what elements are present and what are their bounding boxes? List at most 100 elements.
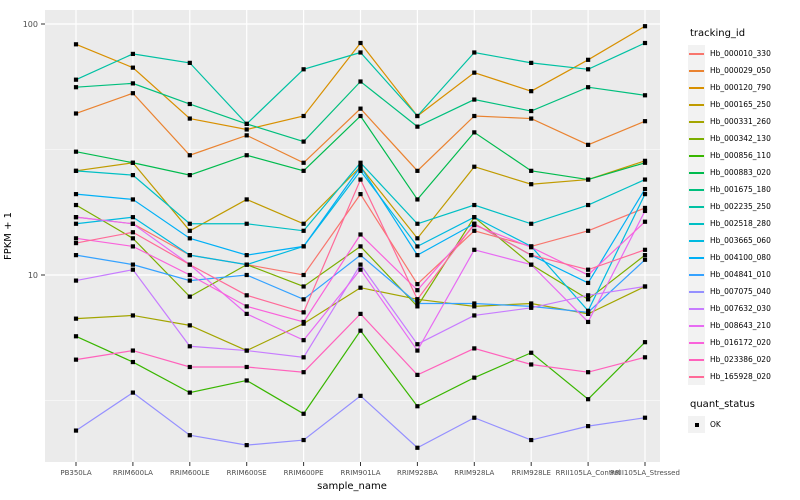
legend-item-label: Hb_165928_020 (710, 372, 771, 381)
data-point (187, 390, 192, 395)
data-point (130, 236, 135, 241)
data-point (415, 342, 420, 347)
data-point (529, 301, 534, 306)
data-point (358, 164, 363, 169)
data-point (301, 310, 306, 315)
data-point (586, 297, 591, 302)
data-point (130, 51, 135, 57)
quant-ok-key-icon (688, 416, 705, 433)
legend-item-label: Hb_002235_250 (710, 202, 771, 211)
legend-key-icon (688, 130, 705, 147)
data-point (415, 301, 420, 306)
x-tick-label: RRIM901LA (340, 469, 380, 477)
data-point (73, 357, 79, 362)
data-point (472, 346, 477, 351)
data-point (73, 111, 79, 116)
data-point (187, 272, 192, 278)
data-point (642, 24, 648, 29)
data-point (642, 208, 648, 214)
legend-item-label: Hb_000165_250 (710, 100, 771, 109)
data-point (415, 372, 420, 377)
data-point (301, 297, 306, 302)
data-point (472, 221, 477, 226)
data-point (642, 205, 648, 211)
data-point (415, 304, 420, 309)
data-point (358, 40, 363, 46)
data-point (415, 221, 420, 226)
data-point (529, 437, 534, 443)
data-point (529, 108, 534, 114)
data-point (529, 116, 534, 121)
data-point (642, 177, 648, 182)
data-point (358, 393, 363, 398)
legend-item-Hb_165928_020: Hb_165928_020 (688, 368, 800, 385)
data-point (301, 139, 306, 144)
data-point (642, 355, 648, 360)
data-point (187, 278, 192, 283)
data-point (301, 168, 306, 173)
y-tick-label-100: 100 (23, 20, 38, 29)
data-point (187, 253, 192, 258)
x-tick-label: RRIM928BA (397, 469, 438, 477)
legend-item-label: Hb_003665_060 (710, 236, 771, 245)
data-point (642, 247, 648, 252)
legend-item-Hb_003665_060: Hb_003665_060 (688, 232, 800, 249)
data-point (73, 168, 79, 173)
data-point (187, 173, 192, 178)
data-point (130, 313, 135, 318)
data-point (529, 221, 534, 226)
data-point (301, 67, 306, 72)
data-point (642, 186, 648, 192)
data-point (586, 67, 591, 72)
legend-title-tracking-id: tracking_id (690, 28, 746, 39)
data-point (415, 445, 420, 450)
legend-item-label: Hb_002518_280 (710, 219, 771, 228)
data-point (415, 281, 420, 287)
legend-item-label: Hb_004100_080 (710, 253, 771, 262)
data-point (244, 304, 249, 309)
data-point (415, 197, 420, 202)
legend-item-Hb_000029_050: Hb_000029_050 (688, 62, 800, 79)
data-point (586, 142, 591, 147)
data-point (586, 310, 591, 315)
data-point (415, 236, 420, 241)
data-point (301, 221, 306, 226)
data-point (187, 323, 192, 328)
legend-item-Hb_000165_250: Hb_000165_250 (688, 96, 800, 113)
data-point (130, 267, 135, 272)
legend-item-label: Hb_000331_260 (710, 117, 771, 126)
data-point (358, 311, 363, 316)
legend-item-ok: OK (688, 416, 800, 433)
data-point (73, 77, 79, 82)
data-point (358, 328, 363, 333)
data-point (415, 253, 420, 258)
data-point (301, 113, 306, 119)
data-point (529, 245, 534, 250)
data-point (358, 79, 363, 84)
data-point (586, 319, 591, 325)
legend-item-Hb_001675_180: Hb_001675_180 (688, 181, 800, 198)
data-point (642, 340, 648, 345)
data-point (586, 424, 591, 429)
data-point (73, 42, 79, 47)
data-point (472, 164, 477, 169)
data-point (187, 433, 192, 438)
data-point (73, 236, 79, 241)
data-point (415, 404, 420, 409)
legend-key-icon (688, 181, 705, 198)
legend-item-Hb_000342_130: Hb_000342_130 (688, 130, 800, 147)
data-point (187, 153, 192, 158)
data-point (130, 244, 135, 249)
x-tick-label: RRII105LA_Stressed (610, 469, 680, 477)
data-point (472, 375, 477, 380)
data-point (73, 278, 79, 283)
data-point (187, 101, 192, 107)
legend-item-Hb_000010_330: Hb_000010_330 (688, 45, 800, 62)
legend-key-icon (688, 113, 705, 130)
data-point (73, 253, 79, 258)
data-point (187, 294, 192, 299)
data-point (472, 247, 477, 252)
data-point (586, 177, 591, 182)
data-point (586, 272, 591, 278)
